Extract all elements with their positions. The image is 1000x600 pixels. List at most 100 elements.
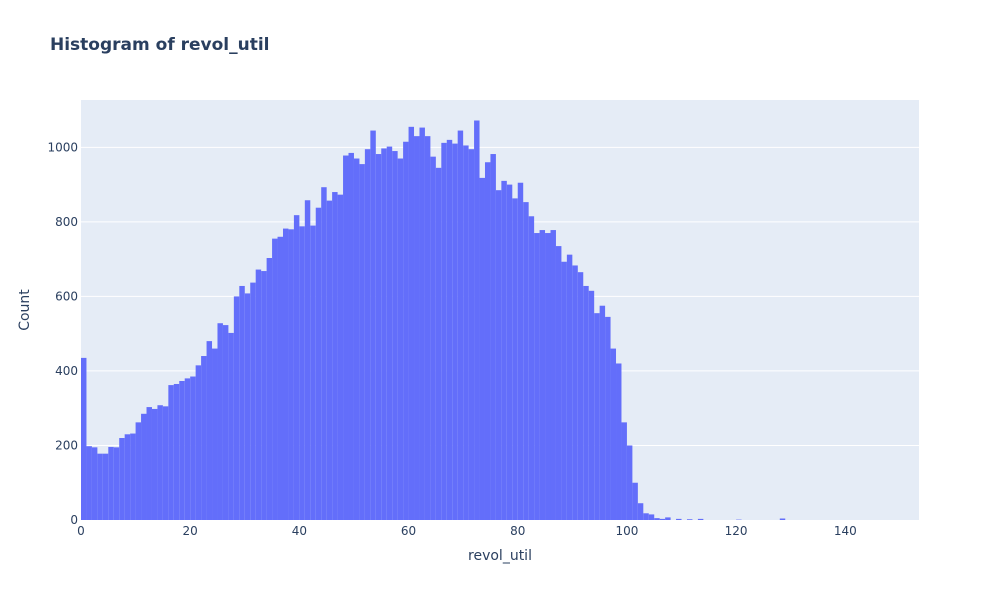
- histogram-bar: [583, 285, 589, 520]
- histogram-bar: [337, 194, 344, 520]
- histogram-bar: [353, 158, 360, 520]
- histogram-bar: [403, 141, 409, 520]
- histogram-bar: [277, 236, 283, 520]
- histogram-bar: [654, 518, 660, 520]
- histogram-bar: [364, 149, 371, 520]
- histogram-bar: [430, 156, 436, 520]
- histogram-bar: [463, 145, 469, 521]
- histogram-bar: [676, 518, 682, 520]
- histogram-bar: [397, 158, 404, 520]
- histogram-bar: [419, 127, 425, 520]
- histogram-bar: [168, 385, 174, 520]
- x-tick-label: 140: [834, 524, 857, 538]
- histogram-bar: [239, 285, 245, 520]
- histogram-bar: [637, 503, 644, 520]
- histogram-bar: [146, 407, 152, 520]
- histogram-bar: [386, 146, 393, 520]
- histogram-bar: [561, 261, 567, 520]
- y-tick-label: 1000: [47, 140, 78, 154]
- x-tick-labels: 0 20 40 60 80 100 120 140: [77, 524, 857, 538]
- histogram-bar: [555, 246, 562, 520]
- histogram-bar: [195, 365, 202, 520]
- histogram-bar: [124, 434, 131, 520]
- histogram-bar: [81, 357, 87, 520]
- histogram-bar: [534, 233, 540, 521]
- histogram-bar: [490, 154, 496, 520]
- histogram-bar: [157, 405, 163, 520]
- histogram-bar: [228, 332, 234, 520]
- histogram-bar: [424, 136, 431, 521]
- x-tick-label: 120: [725, 524, 748, 538]
- histogram-bar: [184, 378, 191, 520]
- histogram-bar: [779, 518, 786, 520]
- histogram-bar: [605, 316, 611, 520]
- histogram-bar: [233, 296, 240, 520]
- histogram-bar: [266, 258, 273, 520]
- histogram-bar: [304, 200, 311, 520]
- chart-title: Histogram of revol_util: [50, 35, 270, 55]
- histogram-bar: [523, 202, 529, 520]
- histogram-bar: [621, 422, 627, 520]
- histogram-bar: [468, 149, 475, 520]
- histogram-bar: [179, 380, 185, 520]
- histogram-bar: [212, 348, 218, 520]
- histogram-bar: [97, 453, 103, 520]
- bars: [81, 120, 786, 521]
- y-tick-label: 200: [55, 438, 78, 452]
- histogram-bar: [512, 198, 518, 521]
- histogram-bar: [599, 305, 606, 520]
- y-tick-label: 400: [55, 364, 78, 378]
- histogram-bar: [293, 215, 300, 520]
- y-tick-labels: 0 200 400 600 800 1000: [47, 140, 78, 527]
- histogram-bar: [141, 413, 147, 520]
- histogram-bar: [457, 130, 464, 520]
- histogram-bar: [108, 446, 114, 520]
- histogram-bar: [102, 453, 109, 520]
- histogram-bar: [86, 446, 92, 520]
- histogram-bar: [545, 233, 551, 521]
- histogram-bar: [626, 445, 633, 520]
- histogram-bar: [326, 200, 333, 520]
- histogram-bar: [206, 341, 213, 520]
- histogram-bar: [643, 513, 649, 520]
- histogram-bar: [381, 148, 387, 520]
- histogram-bar: [479, 177, 485, 521]
- y-tick-label: 600: [55, 289, 78, 303]
- y-tick-label: 0: [70, 513, 78, 527]
- histogram-bar: [446, 139, 453, 520]
- histogram-bar: [130, 433, 136, 520]
- histogram-bar: [299, 226, 305, 521]
- x-tick-label: 20: [183, 524, 198, 538]
- histogram-bar: [359, 164, 365, 521]
- histogram-bar: [261, 271, 267, 520]
- histogram-bar: [550, 230, 556, 520]
- histogram-bar: [151, 408, 158, 520]
- histogram-bar: [288, 229, 294, 520]
- histogram-bar: [321, 187, 327, 521]
- histogram-bar: [408, 126, 415, 520]
- histogram-bar: [484, 162, 491, 520]
- histogram-bar: [135, 422, 142, 520]
- y-axis-title: Count: [17, 289, 33, 331]
- histogram-bar: [506, 184, 513, 521]
- histogram-bar: [255, 269, 262, 520]
- histogram-bar: [616, 363, 622, 520]
- histogram-bar: [162, 406, 169, 520]
- histogram-bar: [686, 519, 693, 520]
- x-tick-label: 0: [77, 524, 85, 538]
- histogram-bar: [91, 447, 98, 520]
- histogram-bar: [594, 313, 600, 520]
- histogram-bar: [435, 167, 442, 520]
- histogram-bar: [315, 207, 322, 521]
- histogram-bar: [539, 230, 546, 520]
- histogram-bar: [222, 325, 229, 520]
- histogram-bar: [610, 348, 617, 520]
- histogram-bar: [250, 282, 256, 520]
- histogram-bar: [282, 228, 289, 521]
- x-tick-label: 80: [510, 524, 525, 538]
- histogram-bar: [572, 265, 578, 520]
- histogram-bar: [201, 356, 207, 520]
- histogram-bar: [495, 190, 502, 520]
- x-tick-label: 60: [401, 524, 416, 538]
- histogram-bar: [566, 254, 573, 520]
